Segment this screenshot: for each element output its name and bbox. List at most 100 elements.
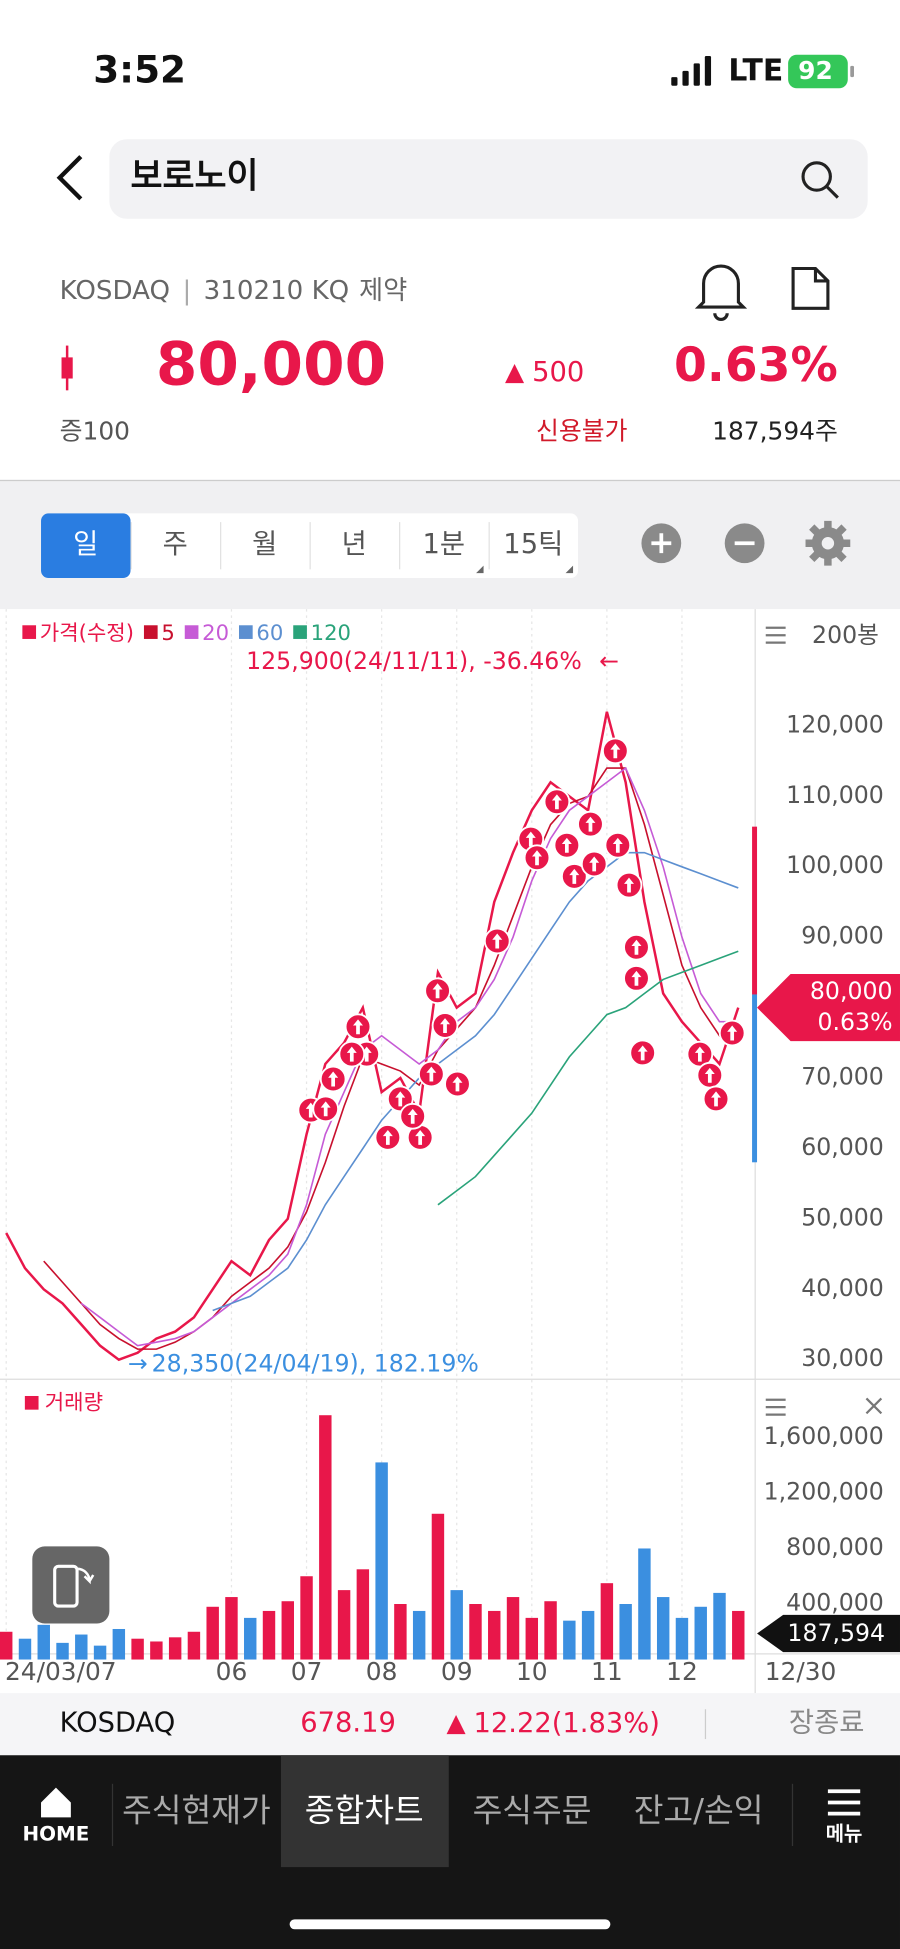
volume-bar xyxy=(93,1645,107,1660)
legend-label: 가격(수정) xyxy=(40,620,134,645)
volume-tick-label: 1,200,000 xyxy=(764,1477,884,1505)
volume-bar xyxy=(262,1610,276,1660)
volume-bar xyxy=(563,1620,576,1660)
legend-label: 120 xyxy=(311,620,351,645)
y-tick-label: 120,000 xyxy=(786,710,884,738)
volume-tick-label: 400,000 xyxy=(786,1589,884,1617)
x-tick-label: 24/03/07 xyxy=(5,1657,117,1686)
period-tab[interactable]: 년 xyxy=(342,529,367,560)
margin-rate: 증100 xyxy=(60,417,130,446)
zoom-in-button[interactable] xyxy=(641,523,682,564)
price-tag-change: 0.63% xyxy=(818,1008,893,1036)
legend-label: 5 xyxy=(161,620,174,645)
nav-item[interactable]: 잔고/손익 xyxy=(634,1791,764,1829)
x-tick-label: 06 xyxy=(216,1657,248,1686)
legend-swatch xyxy=(184,625,199,639)
ma-line xyxy=(43,767,739,1350)
volume-bar xyxy=(225,1597,238,1660)
low-arrow: → xyxy=(128,1349,148,1377)
market-status: 장종료 xyxy=(789,1708,864,1739)
y-tick-label: 110,000 xyxy=(786,781,884,809)
trade-volume: 187,594주 xyxy=(712,417,838,446)
volume-bar xyxy=(394,1604,407,1660)
x-tick-label: 11 xyxy=(591,1657,623,1686)
home-indicator xyxy=(289,1919,611,1930)
zoom-out-button[interactable] xyxy=(724,523,765,564)
search-icon[interactable] xyxy=(801,161,839,199)
nav-item[interactable]: 종합차트 xyxy=(305,1791,424,1829)
menu-icon[interactable] xyxy=(765,626,786,644)
nav-item[interactable]: 메뉴 xyxy=(826,1822,863,1845)
battery-cap xyxy=(850,65,855,78)
index-change-pct: (1.83%) xyxy=(552,1708,660,1739)
volume-bar xyxy=(694,1606,707,1660)
volume-bar xyxy=(75,1634,88,1660)
x-tick-label: 09 xyxy=(441,1657,473,1686)
x-tick-label: 12 xyxy=(666,1657,698,1686)
back-button[interactable] xyxy=(56,155,83,201)
close-pane[interactable] xyxy=(865,1397,883,1415)
volume-bar xyxy=(18,1638,32,1660)
stock-code: 310210 KQ xyxy=(204,275,350,305)
y-tick-label: 40,000 xyxy=(801,1274,884,1302)
change-value: 500 xyxy=(532,356,584,387)
period-tab[interactable]: 1분 xyxy=(423,529,466,560)
legend-label: 20 xyxy=(202,620,229,645)
volume-bar xyxy=(187,1631,201,1660)
battery xyxy=(788,54,848,89)
high-arrow: ← xyxy=(599,647,619,675)
legend-label: 60 xyxy=(256,620,283,645)
nav-item[interactable]: 주식현재가 xyxy=(122,1791,271,1829)
y-tick-label: 90,000 xyxy=(801,922,884,950)
high-annotation: 125,900(24/11/11), -36.46% xyxy=(246,647,582,675)
nav-item[interactable]: HOME xyxy=(22,1822,89,1845)
volume-bar xyxy=(319,1415,332,1660)
search-box[interactable] xyxy=(109,139,868,219)
sector: 제약 xyxy=(359,275,407,305)
volume-bar xyxy=(244,1617,257,1660)
alarm-button[interactable] xyxy=(694,264,748,322)
network-label: LTE xyxy=(728,54,783,89)
y-tick-label: 50,000 xyxy=(801,1203,884,1231)
volume-bar xyxy=(206,1606,219,1660)
volume-bar xyxy=(37,1624,50,1660)
legend-swatch xyxy=(238,625,253,639)
settings-button[interactable] xyxy=(805,520,851,566)
ma-line xyxy=(80,766,739,1347)
volume-bar xyxy=(619,1604,632,1660)
volume-bar xyxy=(412,1610,426,1660)
period-tab[interactable]: 월 xyxy=(252,529,277,560)
volume-bar xyxy=(431,1513,445,1660)
volume-bar xyxy=(488,1610,501,1660)
price-tag-value: 80,000 xyxy=(810,977,893,1005)
menu-icon xyxy=(827,1789,861,1816)
period-tab[interactable]: 주 xyxy=(163,529,188,560)
menu-icon[interactable] xyxy=(765,1398,786,1416)
status-time: 3:52 xyxy=(93,48,186,92)
x-tick-label: 08 xyxy=(366,1657,398,1686)
tab-selected xyxy=(41,513,131,579)
change-percent: 0.63% xyxy=(674,338,838,393)
rotate-button[interactable] xyxy=(32,1546,110,1624)
x-end-label: 12/30 xyxy=(765,1657,837,1686)
volume-bar xyxy=(656,1597,670,1660)
nav-item[interactable]: 주식주문 xyxy=(473,1791,592,1829)
legend-swatch xyxy=(143,625,158,639)
volume-bar xyxy=(0,1631,13,1660)
volume-bar xyxy=(713,1592,726,1660)
period-tab[interactable]: 일 xyxy=(73,529,98,560)
market: KOSDAQ xyxy=(60,275,170,305)
volume-legend-swatch xyxy=(24,1395,39,1410)
volume-tag-value: 187,594 xyxy=(787,1619,885,1647)
memo-button[interactable] xyxy=(791,266,830,310)
x-tick-label: 07 xyxy=(291,1657,323,1686)
index-change: ▲ 12.22(1.83%) xyxy=(446,1708,659,1739)
credit-status: 신용불가 xyxy=(536,417,628,446)
chart-area xyxy=(0,609,900,1694)
period-tab[interactable]: 15틱 xyxy=(503,529,563,560)
volume-bar xyxy=(675,1617,689,1660)
index-value: 678.19 xyxy=(300,1708,396,1739)
